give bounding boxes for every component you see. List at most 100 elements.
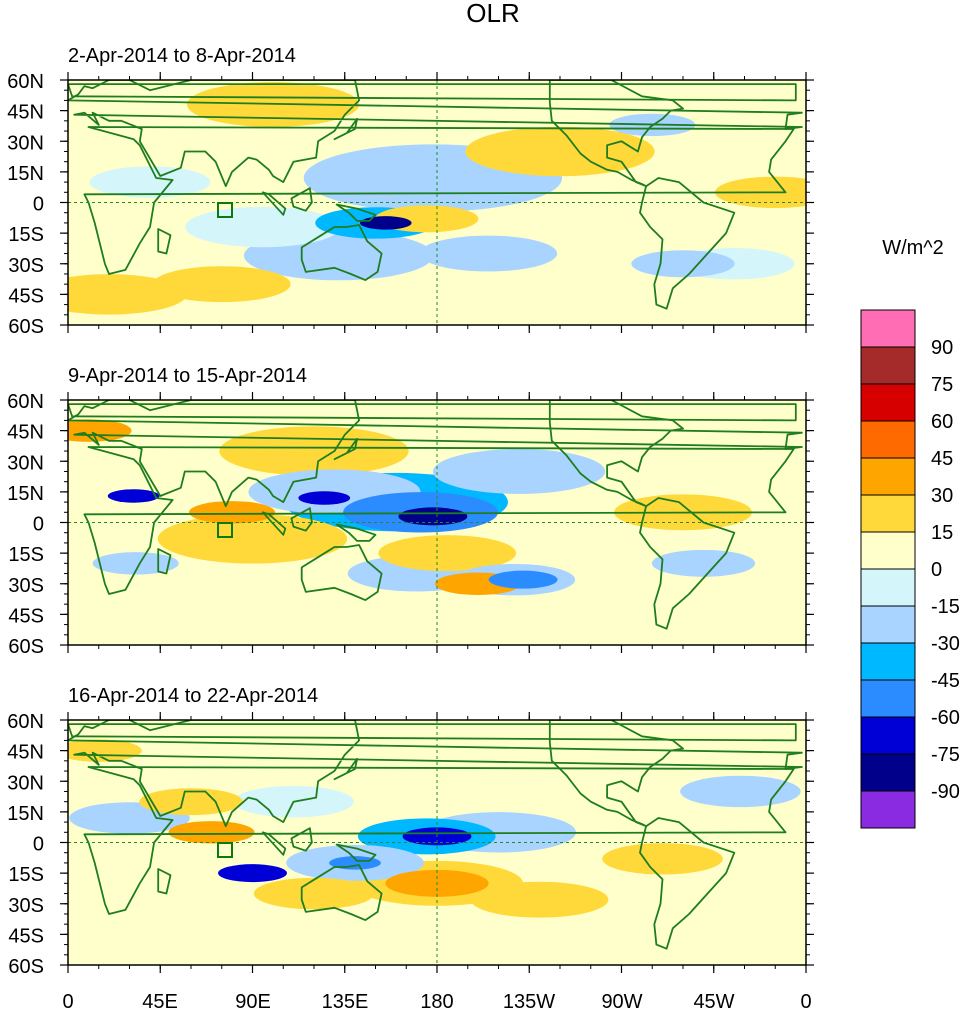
units-label: W/m^2: [882, 237, 944, 259]
lat-label: 30S: [8, 895, 44, 917]
colorbar-label: 60: [931, 411, 953, 433]
coastline: [68, 403, 797, 422]
coastline: [335, 203, 377, 222]
lat-label: 60N: [7, 711, 44, 733]
olr-anomaly-region: [432, 449, 606, 494]
lat-label: 30N: [7, 452, 44, 474]
olr-anomaly-region: [89, 166, 211, 198]
olr-anomaly-region: [168, 821, 255, 844]
coastline: [290, 827, 313, 852]
colorbar-box: [860, 716, 916, 755]
lon-labels: 0 45E 90E 135E 180 135W 90W 45W 0: [62, 991, 811, 1013]
lat-label: 30S: [8, 575, 44, 597]
coastline: [157, 548, 172, 575]
panel-3-box-marker: [217, 842, 233, 858]
panel-2-box-marker: [217, 522, 233, 538]
olr-anomaly-region: [359, 216, 412, 230]
lat-label: 15N: [7, 803, 44, 825]
panel-2-ticks: [60, 392, 814, 653]
lat-label: 15S: [8, 864, 44, 886]
panel-2-lat-labels: 60N 45N 30N 15N 0 15S 30S 45S 60S: [7, 391, 44, 658]
olr-anomaly-region: [107, 489, 160, 503]
olr-anomaly-region: [219, 426, 409, 476]
colorbar: [860, 309, 916, 829]
panel-3-coastlines: [68, 720, 803, 950]
panel-1-box-marker: [217, 202, 233, 218]
colorbar-box: [860, 420, 916, 459]
coastline: [548, 720, 684, 828]
colorbar-box: [860, 383, 916, 422]
olr-anomaly-region: [157, 514, 348, 564]
lat-label: 45S: [8, 605, 44, 627]
olr-anomaly-region: [188, 501, 276, 524]
lat-label: 30N: [7, 132, 44, 154]
coastline: [68, 723, 797, 742]
colorbar-box: [860, 605, 916, 644]
lon-label: 90E: [235, 991, 271, 1013]
lat-label: 45N: [7, 102, 44, 124]
colorbar-box: [860, 790, 916, 829]
olr-anomaly-region: [470, 881, 609, 918]
panel-1-period: 2-Apr-2014 to 8-Apr-2014: [68, 45, 296, 67]
olr-anomaly-region: [92, 552, 179, 575]
olr-anomaly-region: [398, 507, 468, 526]
coastline: [639, 817, 736, 950]
colorbar-label: 30: [931, 485, 953, 507]
lat-label: 60S: [8, 956, 44, 978]
colorbar-label: -15: [931, 596, 960, 618]
panel-1-ticks: [60, 72, 814, 333]
panel-3-ticks: [60, 712, 814, 973]
olr-anomaly-region: [419, 235, 558, 272]
colorbar-box: [860, 642, 916, 681]
panel-3-period: 16-Apr-2014 to 22-Apr-2014: [68, 685, 318, 707]
olr-anomaly-region: [488, 570, 558, 589]
lat-label: 60S: [8, 636, 44, 658]
panel-3-lat-labels: 60N 45N 30N 15N 0 15S 30S 45S 60S: [7, 711, 44, 978]
colorbar-box: [860, 346, 916, 385]
lat-label: 60N: [7, 391, 44, 413]
lon-label: 45E: [142, 991, 178, 1013]
coastline: [157, 228, 172, 255]
colorbar-label: 15: [931, 522, 953, 544]
lat-label: 30N: [7, 772, 44, 794]
olr-anomaly-region: [139, 788, 243, 816]
coastline: [83, 126, 795, 275]
lon-label: 0: [800, 991, 811, 1013]
coastline: [335, 523, 377, 542]
coastline: [157, 868, 172, 895]
lat-label: 15N: [7, 483, 44, 505]
olr-anomaly-region: [185, 206, 341, 248]
panel-1-lat-labels: 60N 45N 30N 15N 0 15S 30S 45S 60S: [7, 71, 44, 338]
coastline: [290, 187, 313, 212]
olr-anomaly-region: [218, 864, 287, 883]
lon-label: 0: [62, 991, 73, 1013]
olr-anomaly-region: [680, 775, 801, 808]
lon-label: 45W: [693, 991, 734, 1013]
panel-3: 16-Apr-2014 to 22-Apr-2014 60N 45N 30N 1…: [7, 685, 814, 978]
lat-label: 45S: [8, 285, 44, 307]
panel-1: 2-Apr-2014 to 8-Apr-2014 60N 45N 30N 15N…: [7, 45, 814, 338]
olr-anomaly-region: [68, 419, 132, 442]
lat-label: 0: [33, 514, 44, 536]
lat-label: 30S: [8, 255, 44, 277]
colorbar-box: [860, 309, 916, 348]
lat-label: 15N: [7, 163, 44, 185]
chart-title: OLR: [466, 0, 519, 28]
coastline: [333, 117, 359, 141]
colorbar-label: -45: [931, 670, 960, 692]
lat-label: 45N: [7, 742, 44, 764]
colorbar-box: [860, 753, 916, 792]
olr-anomaly-region: [378, 535, 517, 572]
olr-anomaly-region: [602, 843, 723, 875]
lat-label: 15S: [8, 224, 44, 246]
coastline: [639, 497, 736, 630]
panel-1-coastlines: [68, 80, 803, 310]
coastline: [548, 80, 684, 188]
coastline: [333, 437, 359, 461]
colorbar-box: [860, 679, 916, 718]
coastline: [548, 400, 684, 508]
coastline: [68, 400, 803, 508]
colorbar-label: 45: [931, 448, 953, 470]
colorbar-label: 0: [931, 559, 942, 581]
coastline: [68, 720, 803, 828]
